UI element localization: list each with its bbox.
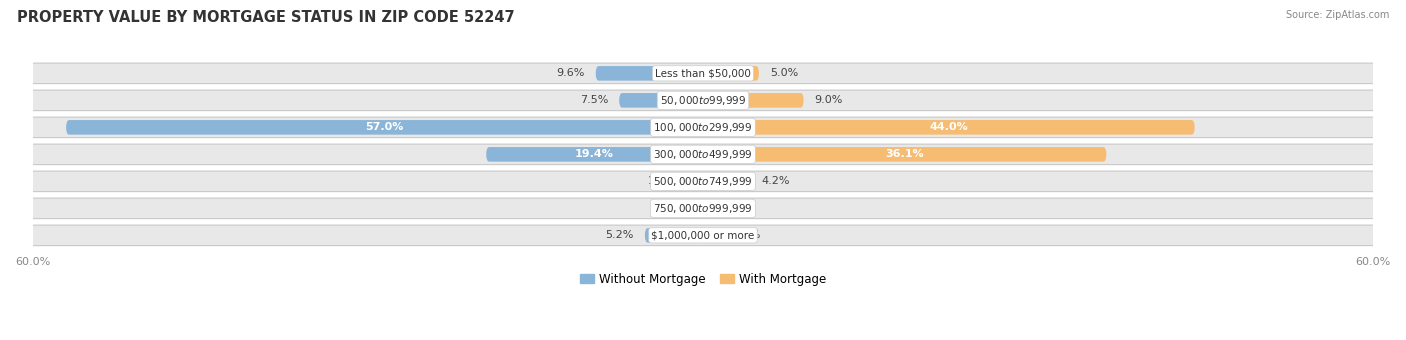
Text: 19.4%: 19.4% xyxy=(575,149,614,159)
Text: 1.4%: 1.4% xyxy=(648,176,676,186)
Legend: Without Mortgage, With Mortgage: Without Mortgage, With Mortgage xyxy=(575,268,831,290)
Text: $50,000 to $99,999: $50,000 to $99,999 xyxy=(659,94,747,107)
Text: 9.6%: 9.6% xyxy=(557,68,585,78)
Text: 1.7%: 1.7% xyxy=(733,231,762,240)
FancyBboxPatch shape xyxy=(30,118,1376,137)
FancyBboxPatch shape xyxy=(30,64,1376,83)
FancyBboxPatch shape xyxy=(703,147,1107,162)
Text: 5.2%: 5.2% xyxy=(606,231,634,240)
FancyBboxPatch shape xyxy=(645,228,703,243)
FancyBboxPatch shape xyxy=(30,226,1376,245)
Text: 5.0%: 5.0% xyxy=(770,68,799,78)
Text: 57.0%: 57.0% xyxy=(366,122,404,132)
FancyBboxPatch shape xyxy=(703,174,749,189)
FancyBboxPatch shape xyxy=(30,91,1376,110)
FancyBboxPatch shape xyxy=(27,198,1379,219)
Text: 0.0%: 0.0% xyxy=(714,203,742,214)
Text: $100,000 to $299,999: $100,000 to $299,999 xyxy=(654,121,752,134)
FancyBboxPatch shape xyxy=(619,93,703,108)
FancyBboxPatch shape xyxy=(703,66,759,81)
FancyBboxPatch shape xyxy=(27,143,1379,165)
Text: 36.1%: 36.1% xyxy=(886,149,924,159)
FancyBboxPatch shape xyxy=(703,201,720,216)
FancyBboxPatch shape xyxy=(27,224,1379,246)
Text: $500,000 to $749,999: $500,000 to $749,999 xyxy=(654,175,752,188)
FancyBboxPatch shape xyxy=(66,120,703,135)
Text: PROPERTY VALUE BY MORTGAGE STATUS IN ZIP CODE 52247: PROPERTY VALUE BY MORTGAGE STATUS IN ZIP… xyxy=(17,10,515,25)
Text: 0.0%: 0.0% xyxy=(664,203,692,214)
FancyBboxPatch shape xyxy=(703,93,804,108)
Text: $1,000,000 or more: $1,000,000 or more xyxy=(651,231,755,240)
Text: Less than $50,000: Less than $50,000 xyxy=(655,68,751,78)
FancyBboxPatch shape xyxy=(27,117,1379,138)
FancyBboxPatch shape xyxy=(30,172,1376,191)
FancyBboxPatch shape xyxy=(688,174,703,189)
Text: $300,000 to $499,999: $300,000 to $499,999 xyxy=(654,148,752,161)
FancyBboxPatch shape xyxy=(27,63,1379,84)
FancyBboxPatch shape xyxy=(703,120,1195,135)
Text: 44.0%: 44.0% xyxy=(929,122,969,132)
FancyBboxPatch shape xyxy=(30,144,1376,164)
FancyBboxPatch shape xyxy=(686,201,703,216)
Text: 7.5%: 7.5% xyxy=(579,95,607,105)
Text: Source: ZipAtlas.com: Source: ZipAtlas.com xyxy=(1285,10,1389,20)
FancyBboxPatch shape xyxy=(596,66,703,81)
FancyBboxPatch shape xyxy=(486,147,703,162)
FancyBboxPatch shape xyxy=(703,228,723,243)
FancyBboxPatch shape xyxy=(27,89,1379,111)
FancyBboxPatch shape xyxy=(27,171,1379,192)
Text: 9.0%: 9.0% xyxy=(814,95,844,105)
Text: 4.2%: 4.2% xyxy=(761,176,790,186)
Text: $750,000 to $999,999: $750,000 to $999,999 xyxy=(654,202,752,215)
FancyBboxPatch shape xyxy=(30,199,1376,218)
